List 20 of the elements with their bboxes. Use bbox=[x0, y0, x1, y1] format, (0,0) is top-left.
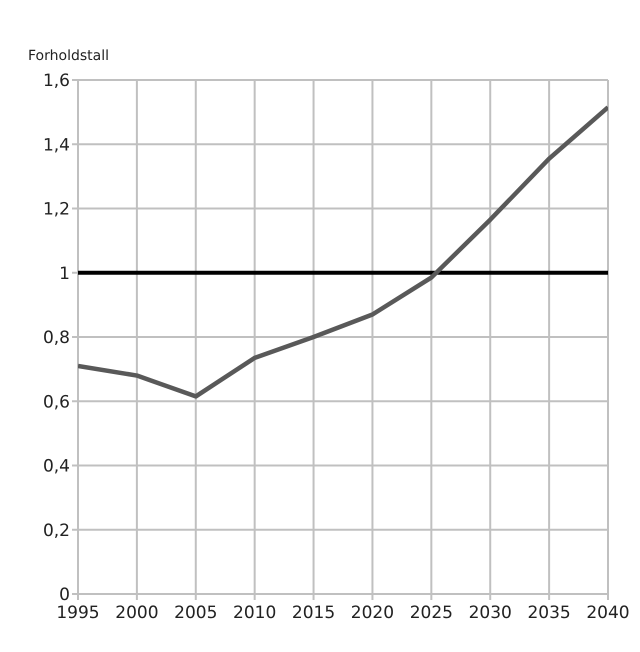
y-tick-label: 0,4 bbox=[42, 456, 70, 477]
x-tick-label: 2040 bbox=[586, 603, 630, 624]
x-tick-label: 2015 bbox=[292, 603, 336, 624]
y-tick-label: 0,8 bbox=[42, 328, 70, 348]
y-tick-label: 1,2 bbox=[42, 200, 70, 220]
y-tick-label: 1,6 bbox=[42, 71, 70, 92]
x-tick-label: 2035 bbox=[527, 603, 571, 624]
x-tick-label: 2020 bbox=[350, 603, 394, 624]
x-tick-label: 2000 bbox=[115, 603, 159, 624]
y-axis-title: Forholdstall bbox=[28, 48, 109, 64]
y-tick-label: 0 bbox=[59, 585, 70, 606]
y-tick-label: 0,2 bbox=[42, 520, 70, 541]
y-tick-label: 1,4 bbox=[42, 135, 70, 156]
x-tick-label: 2010 bbox=[233, 603, 276, 624]
x-tick-label: 2025 bbox=[410, 603, 453, 624]
x-tick-label: 1995 bbox=[56, 603, 100, 624]
x-tick-label: 2005 bbox=[174, 603, 218, 624]
y-tick-label: 0,6 bbox=[42, 392, 70, 412]
x-tick-label: 2030 bbox=[468, 603, 512, 624]
y-tick-label: 1 bbox=[59, 264, 70, 284]
